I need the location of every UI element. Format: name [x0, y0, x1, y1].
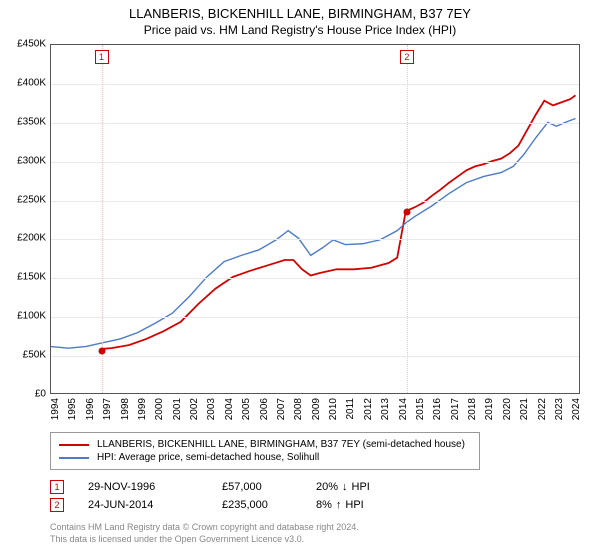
sale-dot [98, 347, 105, 354]
x-tick-label: 2014 [398, 398, 409, 420]
diff-pct: 8% [316, 499, 332, 511]
y-tick-label: £350K [17, 116, 46, 127]
diff-suffix: HPI [352, 481, 370, 493]
chart-area: £0 £50K £100K £150K £200K £250K £300K £350K £400… [0, 44, 600, 424]
sales-table: 1 29-NOV-1996 £57,000 20% ↓ HPI 2 24-JUN-2014 £2… [50, 476, 570, 516]
gridline [51, 84, 579, 85]
chart-container: LLANBERIS, BICKENHILL LANE, BIRMINGHAM, … [0, 0, 600, 560]
x-tick-label: 2000 [154, 398, 165, 420]
gridline [51, 123, 579, 124]
x-tick-label: 2006 [259, 398, 270, 420]
gridline [51, 317, 579, 318]
sale-marker-badge: 2 [400, 50, 414, 64]
plot-area: 12 [50, 44, 580, 394]
gridline [51, 278, 579, 279]
x-tick-label: 2004 [224, 398, 235, 420]
x-tick-label: 2016 [432, 398, 443, 420]
sales-row-date: 29-NOV-1996 [88, 481, 198, 493]
y-tick-label: £50K [23, 350, 46, 361]
gridline [51, 239, 579, 240]
gridline [51, 201, 579, 202]
x-tick-label: 2021 [519, 398, 530, 420]
x-tick-label: 1994 [50, 398, 61, 420]
y-tick-label: £450K [17, 39, 46, 50]
legend-swatch [59, 444, 89, 446]
legend-label: LLANBERIS, BICKENHILL LANE, BIRMINGHAM, … [97, 439, 465, 450]
x-tick-label: 2003 [206, 398, 217, 420]
x-tick-label: 1996 [85, 398, 96, 420]
gridline [51, 162, 579, 163]
x-tick-label: 2018 [467, 398, 478, 420]
x-tick-label: 2009 [311, 398, 322, 420]
x-tick-label: 1997 [102, 398, 113, 420]
x-tick-label: 2022 [537, 398, 548, 420]
y-tick-label: £400K [17, 77, 46, 88]
legend-row: HPI: Average price, semi-detached house,… [59, 452, 471, 463]
title-line2: Price paid vs. HM Land Registry's House … [0, 23, 600, 37]
y-tick-label: £100K [17, 311, 46, 322]
sales-row-price: £235,000 [222, 499, 292, 511]
sales-row-badge: 2 [50, 498, 64, 512]
legend-swatch [59, 457, 89, 459]
sales-row-diff: 20% ↓ HPI [316, 481, 406, 493]
credits: Contains HM Land Registry data © Crown c… [50, 522, 580, 545]
series-line-hpi [51, 118, 576, 348]
x-tick-label: 2017 [450, 398, 461, 420]
sales-row-price: £57,000 [222, 481, 292, 493]
arrow-icon: ↓ [342, 481, 348, 493]
sales-row: 2 24-JUN-2014 £235,000 8% ↑HPI [50, 498, 570, 512]
x-tick-label: 2013 [380, 398, 391, 420]
diff-suffix: HPI [345, 499, 363, 511]
sales-row-diff: 8% ↑HPI [316, 499, 406, 511]
y-tick-label: £150K [17, 272, 46, 283]
x-tick-label: 2008 [293, 398, 304, 420]
x-tick-label: 2012 [363, 398, 374, 420]
x-tick-label: 2024 [571, 398, 582, 420]
x-tick-label: 2005 [241, 398, 252, 420]
diff-pct: 20% [316, 481, 338, 493]
x-tick-label: 1998 [120, 398, 131, 420]
x-tick-label: 2015 [415, 398, 426, 420]
y-tick-label: £300K [17, 155, 46, 166]
x-tick-label: 2001 [172, 398, 183, 420]
x-tick-label: 2019 [484, 398, 495, 420]
line-canvas [51, 45, 579, 393]
sale-marker-badge: 1 [95, 50, 109, 64]
legend-row: LLANBERIS, BICKENHILL LANE, BIRMINGHAM, … [59, 439, 471, 450]
legend: LLANBERIS, BICKENHILL LANE, BIRMINGHAM, … [50, 432, 480, 470]
y-tick-label: £250K [17, 194, 46, 205]
sales-row-badge: 1 [50, 480, 64, 494]
series-line-property [101, 95, 575, 349]
credits-line2: This data is licensed under the Open Gov… [50, 534, 580, 546]
arrow-icon: ↑ [336, 499, 342, 511]
x-tick-label: 1995 [67, 398, 78, 420]
sales-row-date: 24-JUN-2014 [88, 499, 198, 511]
gridline [51, 356, 579, 357]
sale-dot [403, 209, 410, 216]
legend-label: HPI: Average price, semi-detached house,… [97, 452, 319, 463]
credits-line1: Contains HM Land Registry data © Crown c… [50, 522, 580, 534]
title-block: LLANBERIS, BICKENHILL LANE, BIRMINGHAM, … [0, 0, 600, 37]
x-tick-label: 2010 [328, 398, 339, 420]
title-line1: LLANBERIS, BICKENHILL LANE, BIRMINGHAM, … [0, 6, 600, 21]
x-tick-label: 2020 [502, 398, 513, 420]
sale-marker-line [102, 45, 103, 393]
x-tick-label: 2007 [276, 398, 287, 420]
y-tick-label: £0 [35, 389, 46, 400]
sale-marker-line [407, 45, 408, 393]
x-tick-label: 1999 [137, 398, 148, 420]
sales-row: 1 29-NOV-1996 £57,000 20% ↓ HPI [50, 480, 570, 494]
x-tick-label: 2002 [189, 398, 200, 420]
x-tick-label: 2011 [345, 398, 356, 420]
y-tick-label: £200K [17, 233, 46, 244]
x-axis: 1994 1995 1996 1997 1998 1999 2000 2001 2002 2003… [50, 394, 580, 424]
x-tick-label: 2023 [554, 398, 565, 420]
y-axis: £0 £50K £100K £150K £200K £250K £300K £350K £400… [0, 44, 50, 424]
